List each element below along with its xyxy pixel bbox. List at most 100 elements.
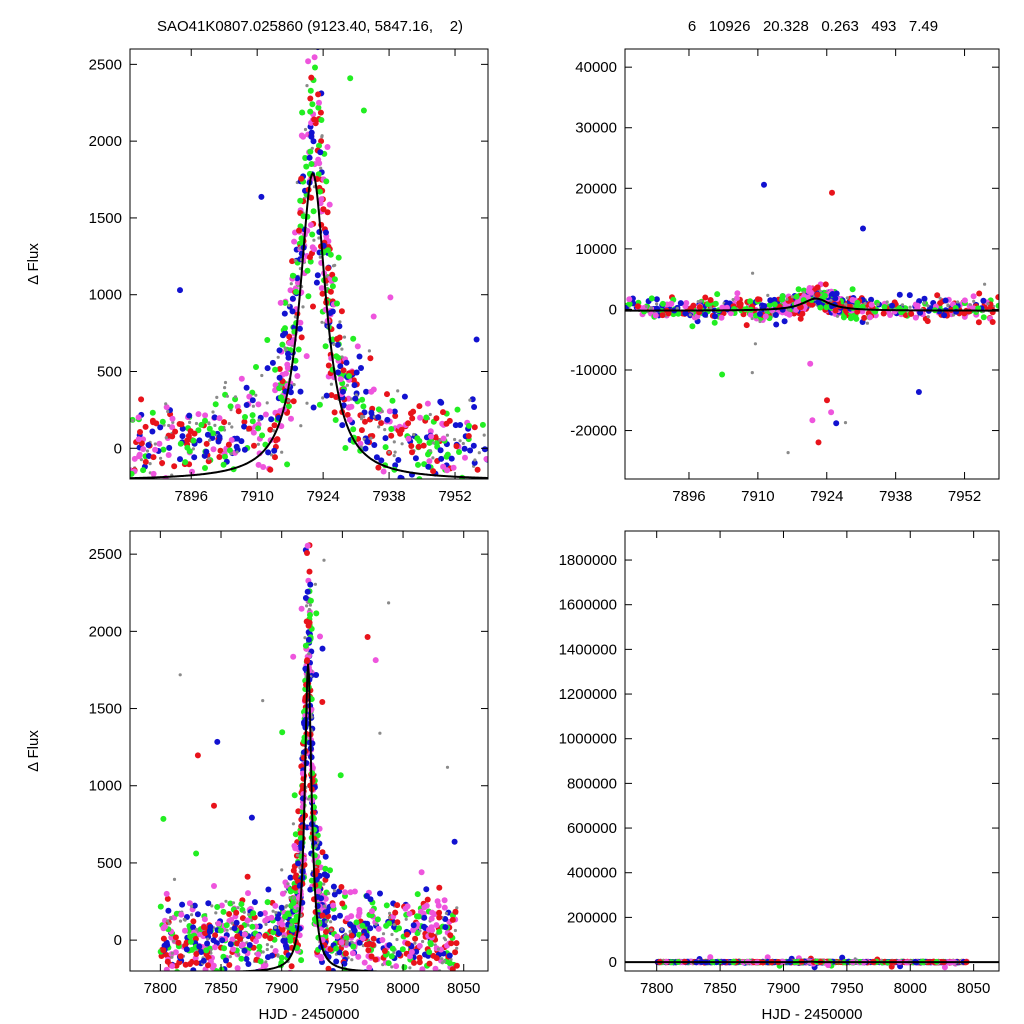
data-point-red (449, 916, 456, 923)
data-point-magenta (462, 454, 468, 461)
data-point-green (297, 197, 304, 204)
data-point-magenta (244, 917, 251, 924)
data-point-magenta (346, 416, 353, 423)
data-point-green (309, 101, 316, 108)
data-point-magenta (407, 953, 413, 960)
data-point-green (375, 406, 382, 413)
data-point-green (415, 461, 421, 468)
data-point-gray (265, 947, 269, 952)
data-point-gray (844, 302, 848, 306)
data-point-magenta (682, 303, 689, 310)
x-tick-label: 8050 (447, 980, 480, 997)
data-point-gray (167, 922, 171, 926)
data-point-green (396, 925, 402, 932)
data-point-magenta (305, 58, 312, 65)
data-point-magenta (253, 938, 259, 945)
data-point-red (339, 900, 346, 907)
data-point-gray (972, 299, 976, 303)
y-tick-label: 1600000 (559, 597, 617, 614)
data-point-magenta (288, 415, 294, 422)
data-point-gray (276, 355, 280, 359)
data-point-blue (274, 915, 281, 922)
data-point-green (995, 302, 999, 309)
data-point-green (360, 107, 367, 114)
data-point-red (416, 954, 423, 961)
data-point-magenta (355, 953, 362, 960)
data-point-gray (348, 930, 352, 934)
data-point-gray (242, 910, 246, 914)
data-point-magenta (808, 289, 815, 296)
data-point-green (303, 163, 310, 170)
data-point-gray (320, 320, 324, 324)
data-point-blue (829, 291, 836, 297)
data-point-gray (190, 904, 194, 909)
data-point-green (318, 117, 325, 123)
data-point-green (793, 293, 800, 300)
data-point-green (298, 957, 305, 964)
x-tick-label: 7938 (372, 488, 405, 505)
data-point-magenta (287, 287, 294, 294)
data-point-gray (166, 919, 170, 923)
data-point-blue (702, 311, 709, 318)
data-point-blue (183, 946, 190, 953)
data-point-blue (343, 359, 350, 366)
data-point-red (317, 109, 324, 116)
data-point-red (333, 394, 340, 400)
data-point-blue (756, 311, 763, 317)
data-point-green (249, 923, 256, 930)
data-point-magenta (445, 974, 451, 980)
data-point-red (138, 396, 145, 403)
data-point-green (289, 926, 296, 933)
data-point-red (177, 953, 184, 960)
data-point-magenta (230, 946, 237, 953)
data-point-gray (225, 394, 229, 398)
data-point-green (256, 943, 263, 950)
data-point-red (659, 312, 666, 319)
y-tick-label: 1000 (89, 778, 122, 795)
data-point-gray (350, 940, 354, 944)
data-point-gray (207, 421, 211, 425)
data-point-gray (393, 450, 397, 454)
data-point-gray (256, 479, 259, 482)
y-tick-label: 0 (114, 932, 122, 949)
data-point-green (285, 403, 292, 410)
data-point-magenta (450, 464, 457, 471)
y-tick-label: 1800000 (559, 552, 617, 569)
data-point-gray (455, 906, 459, 910)
data-point-red (799, 310, 806, 317)
data-point-gray (876, 302, 880, 307)
data-point-gray (215, 395, 219, 399)
data-point-magenta (427, 428, 434, 435)
fit-curve (130, 172, 488, 479)
data-point-blue (653, 296, 660, 303)
data-point-green (399, 946, 406, 953)
data-point-blue (166, 444, 173, 451)
data-point-green (278, 954, 285, 961)
data-point-blue (268, 416, 275, 423)
data-point-gray (301, 305, 305, 309)
y-tick-label: 1000000 (559, 731, 617, 748)
data-point-blue (410, 922, 417, 929)
data-point-green (249, 412, 256, 419)
data-point-blue (196, 943, 203, 950)
data-point-red (405, 420, 412, 427)
data-point-gray (233, 395, 238, 399)
data-point-red (226, 962, 233, 968)
data-point-red (327, 288, 334, 295)
data-point-green (331, 276, 338, 283)
data-point-magenta (150, 470, 157, 477)
data-point-blue (362, 445, 369, 452)
data-point-green (659, 300, 666, 307)
data-point-magenta (260, 464, 267, 470)
data-point-red (372, 956, 379, 963)
data-point-red (754, 296, 761, 303)
data-point-blue (157, 424, 164, 431)
data-point-green (335, 254, 342, 261)
data-point-magenta (366, 964, 373, 971)
data-point-green (383, 902, 390, 909)
data-point-green (456, 449, 462, 455)
data-point-green (307, 597, 314, 604)
data-point-magenta (941, 964, 948, 971)
data-point-magenta (356, 909, 363, 916)
data-point-blue (347, 921, 353, 928)
